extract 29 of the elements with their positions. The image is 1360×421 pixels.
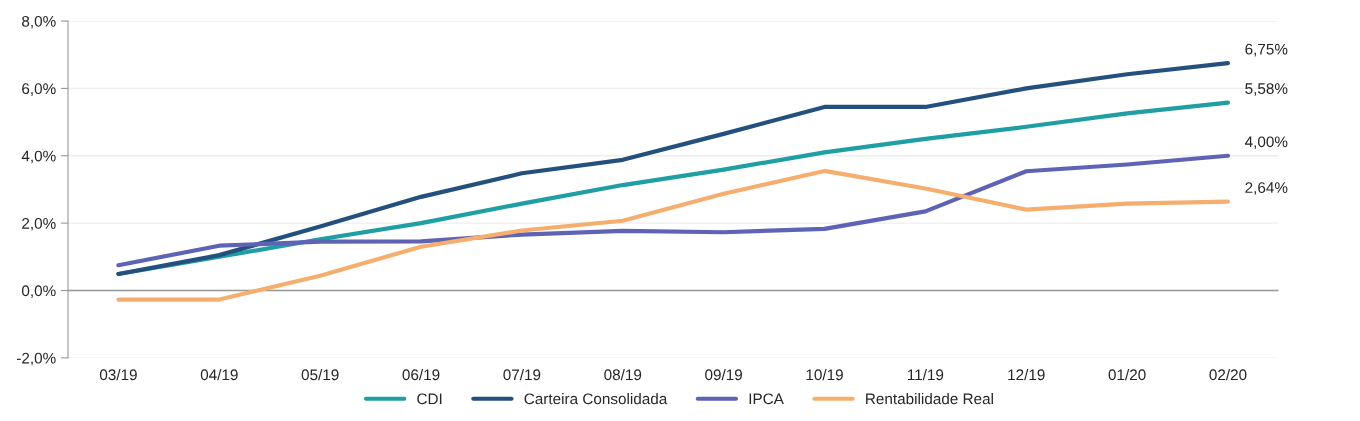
y-tick-label: -2,0% xyxy=(16,352,56,366)
y-tick-label: 8,0% xyxy=(22,15,56,29)
data-label: 4,00% xyxy=(1244,136,1288,149)
x-tick-label: 04/19 xyxy=(200,368,238,381)
line-series xyxy=(116,153,1231,268)
y-tick-label: 6,0% xyxy=(22,83,56,96)
legend-label: Carteira Consolidada xyxy=(524,393,668,405)
data-label: 2,64% xyxy=(1245,182,1288,195)
x-tick-label: 12/19 xyxy=(1008,368,1045,381)
x-tick-label: 01/20 xyxy=(1108,368,1146,381)
legend-label: IPCA xyxy=(749,393,784,405)
line-series xyxy=(116,61,1231,277)
x-tick-label: 08/19 xyxy=(604,368,642,381)
line-series xyxy=(116,168,1231,302)
data-label: 6,75% xyxy=(1245,43,1288,57)
x-tick-label: 07/19 xyxy=(503,368,541,381)
y-tick-label: 0,0% xyxy=(21,285,56,298)
legend-label: CDI xyxy=(417,393,442,405)
y-tick-label: 2,0% xyxy=(22,218,56,231)
y-tick-label: 4,0% xyxy=(21,150,56,164)
data-label: 5,58% xyxy=(1245,83,1288,96)
legend-label: Rentabilidade Real xyxy=(866,393,993,405)
x-tick-label: 09/19 xyxy=(705,368,743,381)
x-tick-label: 03/19 xyxy=(99,368,137,381)
x-tick-label: 05/19 xyxy=(301,368,339,381)
x-tick-label: 06/19 xyxy=(402,368,440,381)
x-tick-label: 11/19 xyxy=(907,368,944,381)
x-tick-label: 10/19 xyxy=(806,368,843,381)
x-tick-label: 02/20 xyxy=(1209,368,1247,381)
